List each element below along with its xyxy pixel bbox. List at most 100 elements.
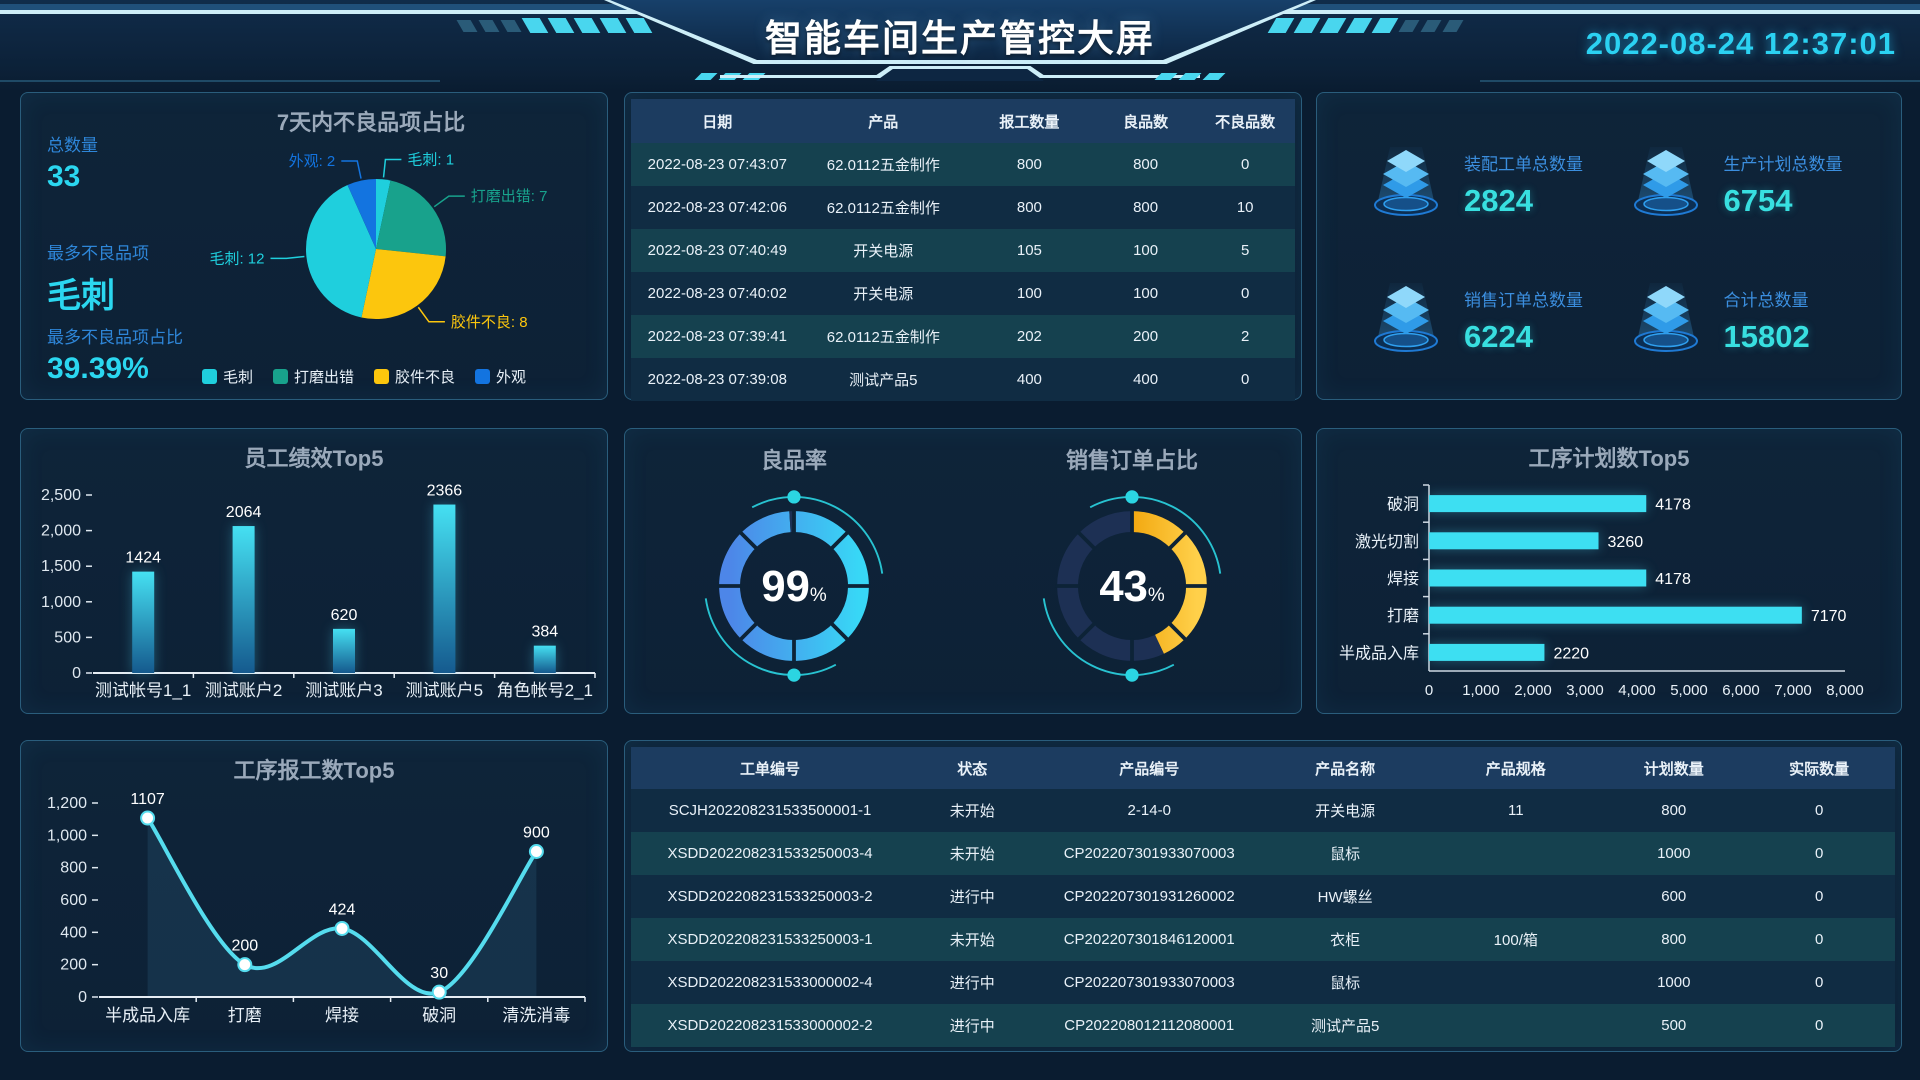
column-header: 工单编号 bbox=[631, 747, 910, 789]
bar bbox=[1429, 606, 1802, 624]
svg-text:400: 400 bbox=[60, 924, 87, 941]
gauge-dot-top bbox=[787, 490, 801, 504]
table-cell: XSDD202208231533250003-2 bbox=[631, 875, 910, 918]
pie-label: 毛刺: 1 bbox=[407, 151, 454, 168]
bar bbox=[1429, 495, 1647, 513]
pie-slice bbox=[376, 179, 391, 249]
layers-icon bbox=[1622, 275, 1710, 366]
table-cell: 0 bbox=[1195, 272, 1295, 315]
line-chart: 0 200 400 600 800 1,000 1,200 1107 半成品入库 200 打磨 424… bbox=[47, 791, 586, 1025]
data-point bbox=[334, 920, 350, 936]
data-point bbox=[431, 984, 447, 1000]
table-cell: CP202207301933070003 bbox=[1035, 961, 1263, 1004]
legend-swatch bbox=[374, 369, 389, 384]
table-cell: 鼠标 bbox=[1262, 961, 1428, 1004]
gauge-value-arc bbox=[719, 511, 869, 661]
data-point bbox=[528, 844, 544, 859]
table-cell: 0 bbox=[1743, 875, 1895, 918]
table-cell: 0 bbox=[1743, 1004, 1895, 1047]
table-cell: 2022-08-23 07:40:02 bbox=[631, 272, 804, 315]
table-cell: 600 bbox=[1604, 875, 1744, 918]
table-cell: 202 bbox=[962, 315, 1096, 358]
report-table: 日期 产品 报工数量 良品数 不良品数 2022-08-23 07:43:07 62.011… bbox=[631, 99, 1295, 401]
bar bbox=[1429, 569, 1647, 587]
pie-slice bbox=[361, 249, 446, 319]
category-label: 破洞 bbox=[422, 1006, 456, 1025]
panel-title: 7天内不良品项占比 bbox=[276, 110, 466, 135]
pie-label: 胶件不良: 8 bbox=[451, 314, 528, 331]
data-point bbox=[237, 957, 253, 973]
legend-item: 打磨出错 bbox=[272, 366, 354, 387]
svg-text:0: 0 bbox=[72, 665, 81, 682]
bar bbox=[533, 645, 556, 673]
panel-gauges: 良品率 99% 销售订单占比 43% bbox=[624, 428, 1302, 714]
table-cell: 800 bbox=[1095, 143, 1196, 186]
bar bbox=[433, 504, 456, 673]
svg-text:2,500: 2,500 bbox=[41, 487, 81, 504]
header-strip-left bbox=[0, 4, 660, 14]
bar bbox=[1429, 643, 1545, 661]
line-area bbox=[147, 818, 537, 997]
table-cell: 2 bbox=[1195, 315, 1295, 358]
svg-text:600: 600 bbox=[60, 892, 87, 909]
legend-swatch bbox=[201, 369, 217, 384]
gauge-value: 99% bbox=[761, 563, 827, 611]
layers-icon-svg bbox=[1374, 146, 1438, 216]
table-cell: 400 bbox=[962, 358, 1096, 401]
svg-text:1,000: 1,000 bbox=[1462, 682, 1500, 699]
table-cell: 测试产品5 bbox=[803, 358, 963, 401]
gauge-chart: 99% bbox=[704, 490, 884, 682]
pie-label: 毛刺: 12 bbox=[209, 250, 264, 267]
table-cell: 未开始 bbox=[909, 832, 1036, 875]
header-strip-right bbox=[1260, 4, 1920, 14]
table-cell: XSDD202208231533000002-2 bbox=[631, 1004, 910, 1047]
bar-chart: 0 500 1,000 1,500 2,000 2,500 1424 测试帐号1_1 2064 测… bbox=[41, 483, 596, 700]
svg-text:500: 500 bbox=[54, 629, 81, 646]
stat-card-assembly-orders: 装配工单总数量 2824 bbox=[1362, 129, 1622, 239]
legend-label: 毛刺 bbox=[222, 369, 253, 386]
gauge-dot-bottom bbox=[1125, 668, 1139, 682]
layers-icon-svg bbox=[1633, 146, 1698, 216]
svg-text:7,000: 7,000 bbox=[1774, 682, 1812, 699]
table-row: 2022-08-23 07:42:06 62.0112五金制作 800 800 10 bbox=[631, 186, 1295, 229]
stat-top-defect: 最多不良品项 毛刺 bbox=[47, 244, 149, 315]
order-cards: 装配工单总数量 2824 生产计划总数量 6754 bbox=[1317, 93, 1901, 375]
table-cell: CP202207301931260002 bbox=[1035, 875, 1263, 918]
bar-value-label: 4178 bbox=[1655, 497, 1691, 514]
data-point bbox=[140, 810, 156, 826]
table-cell: XSDD202208231533250003-1 bbox=[631, 918, 910, 961]
bar-value-label: 3260 bbox=[1608, 534, 1644, 551]
header-edge-line-right bbox=[1480, 80, 1920, 82]
gauge-title: 良品率 bbox=[760, 448, 827, 473]
legend-label: 胶件不良 bbox=[395, 369, 456, 386]
layers-icon bbox=[1362, 275, 1450, 366]
category-label: 打磨 bbox=[1387, 607, 1419, 625]
layers-icon bbox=[1362, 139, 1450, 230]
svg-text:6,000: 6,000 bbox=[1722, 682, 1760, 699]
table-cell: 105 bbox=[962, 229, 1096, 272]
stat-card-production-plans: 生产计划总数量 6754 bbox=[1622, 129, 1882, 239]
svg-text:1,000: 1,000 bbox=[47, 827, 87, 844]
pie-chart: 毛刺: 1 打磨出错: 7 胶件不良: 8 毛刺: 12 外观: 2 bbox=[209, 151, 547, 331]
gauge-value-arc bbox=[1131, 511, 1207, 654]
bar bbox=[333, 628, 355, 673]
gauge-value: 43% bbox=[1099, 563, 1165, 611]
table-cell: 2-14-0 bbox=[1035, 789, 1263, 832]
column-header: 不良品数 bbox=[1195, 99, 1295, 143]
table-cell: 1000 bbox=[1604, 832, 1744, 875]
pie-legend: 毛刺 打磨出错 胶件不良 外观 bbox=[161, 366, 567, 387]
column-header: 产品规格 bbox=[1427, 747, 1605, 789]
table-cell: 800 bbox=[1604, 918, 1744, 961]
table-cell: CP202207301933070003 bbox=[1035, 832, 1263, 875]
point-value-label: 200 bbox=[231, 938, 258, 955]
table-cell: 100 bbox=[1095, 229, 1196, 272]
svg-text:1,500: 1,500 bbox=[41, 558, 81, 575]
svg-text:4,000: 4,000 bbox=[1618, 682, 1656, 699]
table-cell: 开关电源 bbox=[803, 272, 963, 315]
stat-total: 总数量 33 bbox=[47, 136, 98, 193]
category-label: 测试账户5 bbox=[406, 681, 483, 700]
panel-order-stats: 装配工单总数量 2824 生产计划总数量 6754 bbox=[1316, 92, 1902, 400]
table-row: 2022-08-23 07:40:49 开关电源 105 100 5 bbox=[631, 229, 1295, 272]
category-label: 激光切割 bbox=[1355, 533, 1419, 551]
